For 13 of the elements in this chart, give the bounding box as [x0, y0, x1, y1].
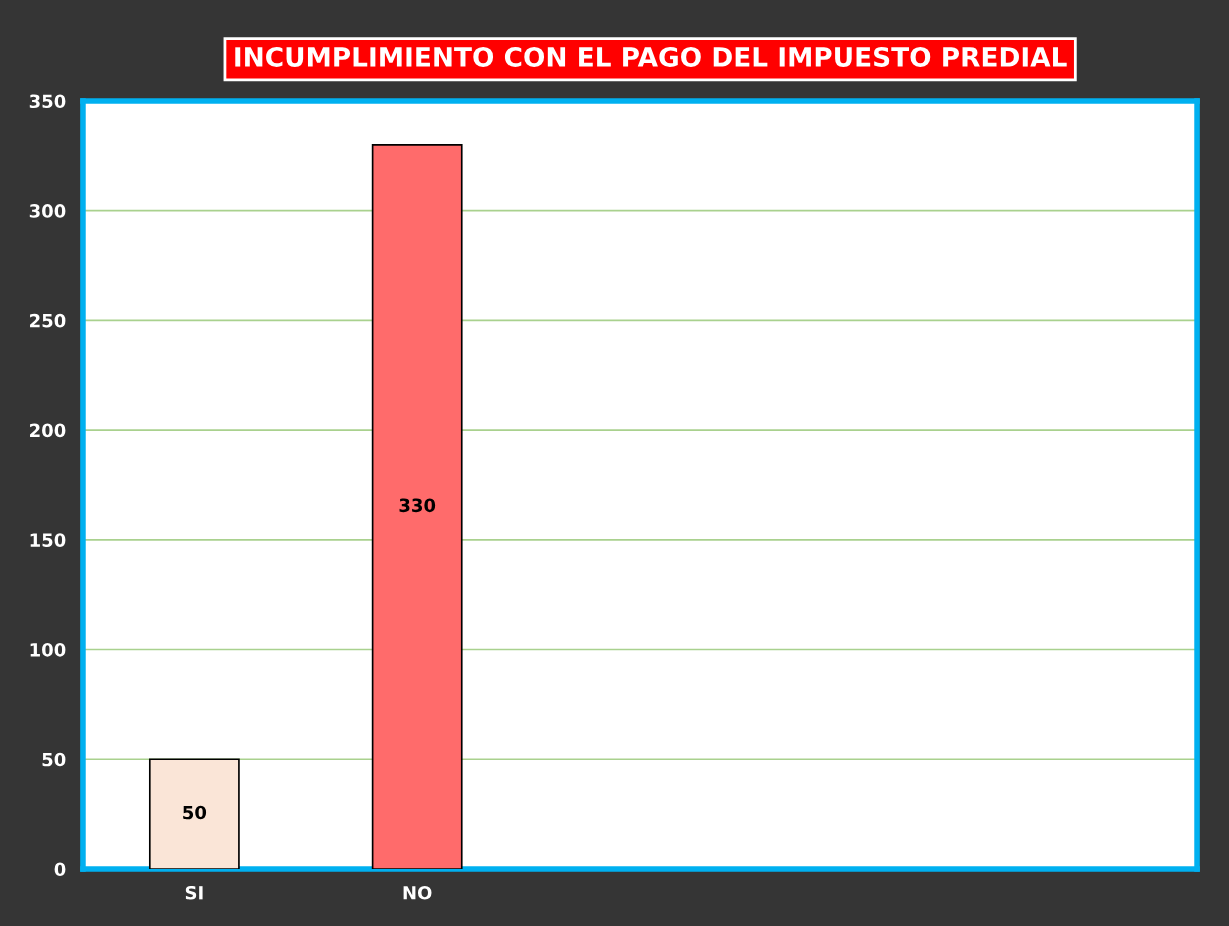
x-tick-label: NO: [403, 885, 432, 900]
y-tick-label: 150: [30, 533, 66, 547]
data-label: 50: [183, 805, 207, 820]
y-tick-label: 350: [29, 94, 66, 109]
data-label: 330: [399, 498, 436, 513]
x-tick-label: SI: [185, 885, 203, 900]
y-tick-label: 0: [54, 862, 66, 877]
chart-title: INCUMPLIMIENTO CON EL PAGO DEL IMPUESTO PREDIAL: [235, 46, 1067, 67]
y-tick-label: 100: [30, 642, 66, 657]
y-tick-label: 50: [42, 752, 66, 767]
y-tick-label: 300: [29, 204, 66, 218]
y-tick-label: 200: [30, 423, 66, 438]
y-tick-label: 250: [30, 313, 66, 328]
